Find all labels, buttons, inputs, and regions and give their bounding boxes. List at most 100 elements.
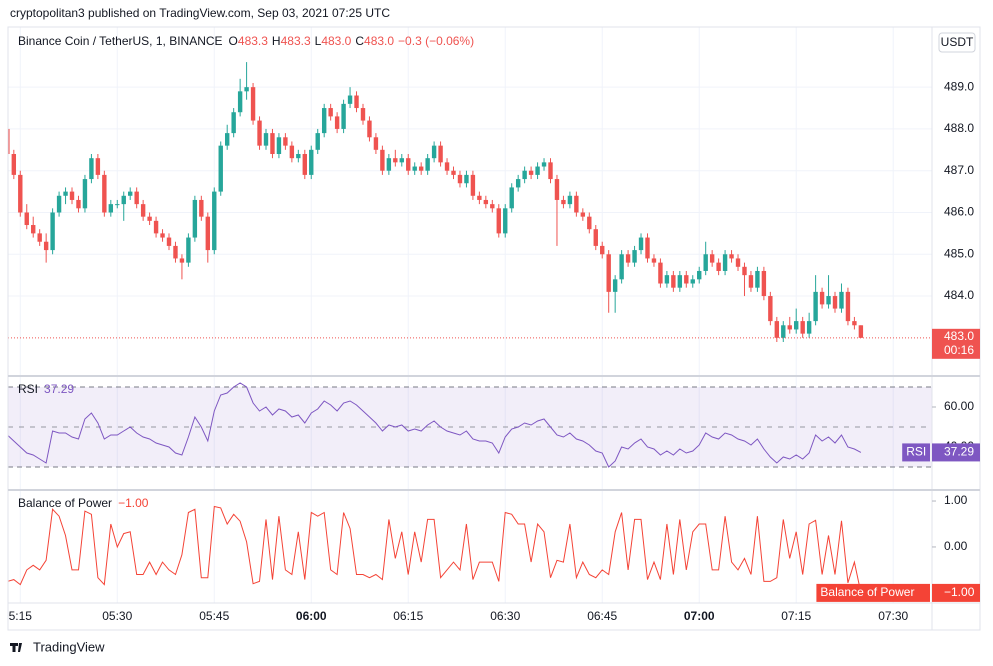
candle-body <box>321 108 327 134</box>
candle-body <box>205 216 211 251</box>
bop-value: −1.00 <box>118 496 149 510</box>
candle-body <box>153 220 159 234</box>
x-tick-label: 06:30 <box>490 609 520 623</box>
indicator-name-badge <box>902 443 930 462</box>
candle-body <box>102 174 107 213</box>
x-tick-label: 5:15 <box>9 609 33 623</box>
c-value: 483.0 <box>364 34 394 48</box>
x-tick-label: 07:15 <box>781 609 811 623</box>
candle-body <box>684 275 689 284</box>
candle-body <box>18 174 23 213</box>
indicator-line <box>8 505 862 594</box>
candle-body <box>813 291 818 322</box>
h-label: H <box>272 34 281 48</box>
c-label: C <box>355 34 364 48</box>
candle-body <box>768 296 773 322</box>
y-tick-label: 1.00 <box>944 493 968 507</box>
currency-button[interactable] <box>938 32 976 53</box>
candle-body <box>37 233 42 242</box>
candle-body <box>632 250 637 263</box>
y-tick-label: 486.0 <box>944 205 974 219</box>
candle-body <box>845 291 851 322</box>
candle-body <box>826 296 831 305</box>
candle-body <box>289 145 295 159</box>
candle-body <box>528 170 534 175</box>
candle-body <box>31 225 36 234</box>
candle-body <box>173 245 178 259</box>
candle-body <box>224 133 230 146</box>
l-value: 483.0 <box>321 34 351 48</box>
candle-body <box>800 321 805 334</box>
candle-body <box>63 191 68 196</box>
candle-body <box>360 108 366 121</box>
candle-body <box>56 195 62 213</box>
candle-body <box>244 87 249 92</box>
candle-body <box>380 149 385 171</box>
candle-body <box>347 95 353 104</box>
candle-body <box>82 179 88 209</box>
y-tick-label: 0.00 <box>944 539 968 553</box>
candle-body <box>451 170 456 175</box>
candle-body <box>651 258 657 263</box>
candle-body <box>309 149 314 175</box>
candle-body <box>147 216 152 221</box>
y-tick-label: 487.0 <box>944 163 974 177</box>
candle-body <box>600 245 605 255</box>
last-price-badge <box>932 328 980 359</box>
candle-body <box>334 116 340 129</box>
candle-body <box>115 204 120 206</box>
candle-body <box>140 204 146 217</box>
candle-body <box>386 158 392 171</box>
candle-body <box>658 262 663 284</box>
candle-body <box>625 254 631 263</box>
currency[interactable]: USDT <box>941 35 974 49</box>
x-tick-label: 05:30 <box>102 609 132 623</box>
indicator-line <box>8 382 862 468</box>
candle-body <box>231 112 236 134</box>
candle-body <box>237 91 243 113</box>
x-tick-label: 06:15 <box>393 609 423 623</box>
x-tick-label: 06:00 <box>296 609 327 623</box>
candle-body <box>664 275 670 284</box>
candle-body <box>186 237 191 263</box>
o-value: 483.3 <box>238 34 268 48</box>
indicator-value: −1.00 <box>944 585 975 599</box>
candle-body <box>121 195 126 205</box>
bop-title: Balance of Power <box>18 496 112 510</box>
last-price-label: 483.0 <box>944 329 974 343</box>
candle-body <box>166 237 172 246</box>
candle-body <box>515 179 521 188</box>
candle-body <box>457 174 463 184</box>
candle-body <box>50 212 55 251</box>
candle-body <box>43 241 49 251</box>
countdown: 00:16 <box>944 343 974 357</box>
candle-body <box>781 325 786 338</box>
candle-body <box>160 233 165 238</box>
candle-body <box>690 279 695 284</box>
candle-body <box>490 204 495 209</box>
candle-body <box>606 254 611 292</box>
candle-body <box>192 199 198 238</box>
h-value: 483.3 <box>281 34 311 48</box>
indicator-value-badge <box>932 443 980 462</box>
candle-body <box>302 154 307 175</box>
candle-body <box>483 199 489 205</box>
candle-body <box>128 191 133 196</box>
candle-body <box>218 145 223 192</box>
candle-body <box>438 145 443 163</box>
publish-header: cryptopolitan3 published on TradingView.… <box>10 6 390 20</box>
candle-body <box>832 296 838 309</box>
candle-body <box>296 154 301 159</box>
candle-body <box>393 158 398 163</box>
x-tick-label: 06:45 <box>587 609 617 623</box>
y-tick-label: 489.0 <box>944 79 974 93</box>
candle-body <box>24 212 29 226</box>
candle-body <box>477 195 482 200</box>
candle-body <box>619 254 624 280</box>
candle-body <box>373 137 379 150</box>
candle-body <box>722 254 728 271</box>
candle-body <box>179 258 185 263</box>
candle-body <box>755 270 760 288</box>
